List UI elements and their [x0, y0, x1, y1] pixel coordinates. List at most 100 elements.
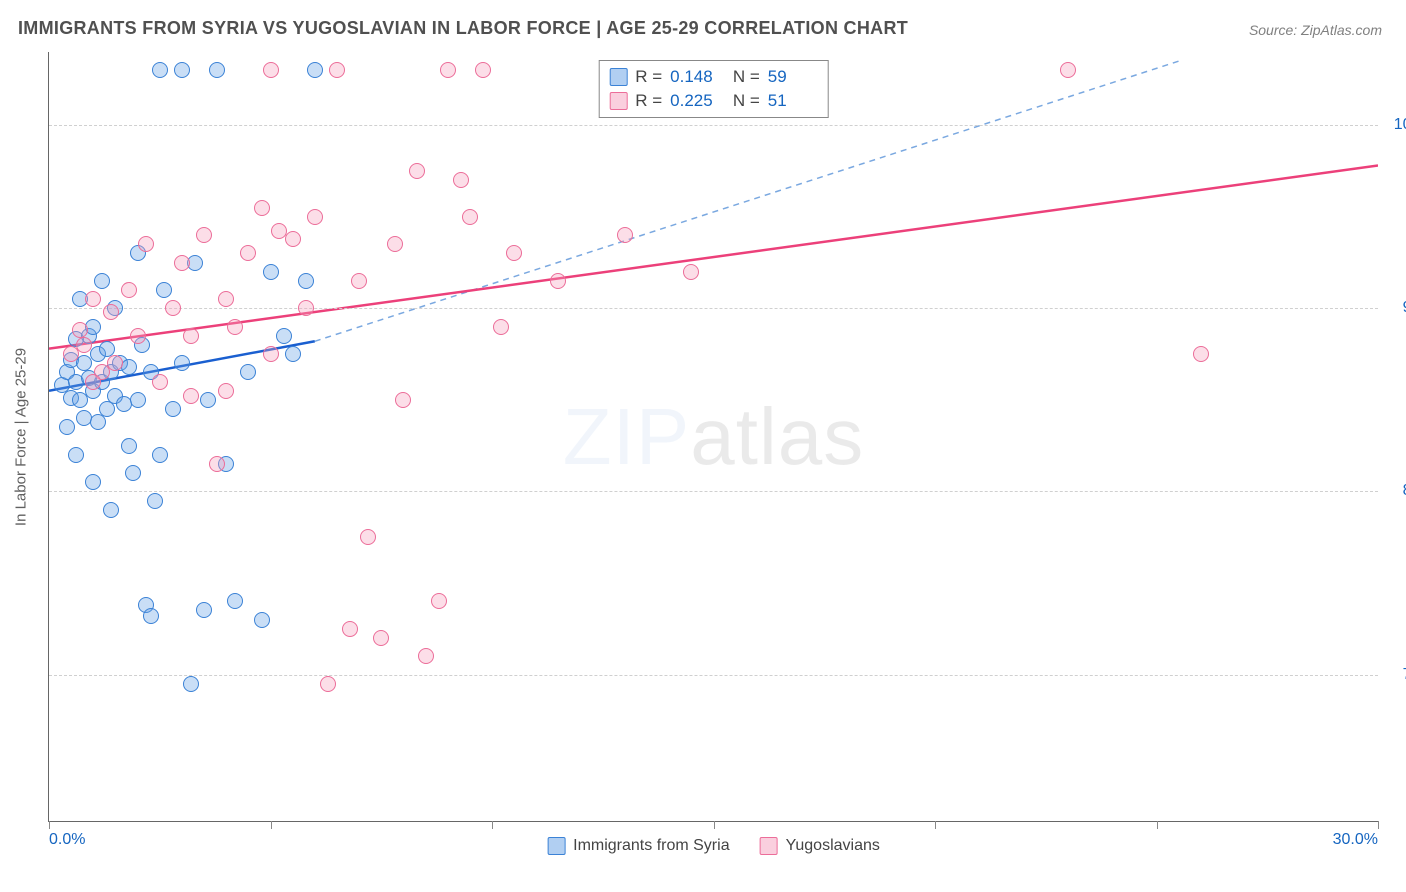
xtick-mark: [271, 821, 272, 829]
swatch-pink-icon: [760, 837, 778, 855]
data-point: [298, 300, 314, 316]
data-point: [138, 236, 154, 252]
legend-item-yugo: Yugoslavians: [760, 837, 880, 855]
n-label: N =: [728, 67, 760, 87]
data-point: [85, 474, 101, 490]
legend-label: Yugoslavians: [786, 837, 880, 855]
data-point: [152, 374, 168, 390]
xtick-mark: [1378, 821, 1379, 829]
data-point: [453, 172, 469, 188]
data-point: [130, 392, 146, 408]
data-point: [121, 282, 137, 298]
data-point: [240, 245, 256, 261]
data-point: [506, 245, 522, 261]
data-point: [227, 593, 243, 609]
data-point: [1060, 62, 1076, 78]
data-point: [254, 612, 270, 628]
n-value-syria: 59: [768, 67, 818, 87]
data-point: [387, 236, 403, 252]
grid-line-h: [49, 675, 1378, 676]
data-point: [218, 291, 234, 307]
xtick-mark: [1157, 821, 1158, 829]
r-value-yugo: 0.225: [670, 91, 720, 111]
data-point: [183, 388, 199, 404]
data-point: [683, 264, 699, 280]
data-point: [121, 438, 137, 454]
data-point: [183, 676, 199, 692]
bottom-legend: Immigrants from Syria Yugoslavians: [547, 837, 880, 855]
data-point: [298, 273, 314, 289]
data-point: [209, 62, 225, 78]
data-point: [440, 62, 456, 78]
data-point: [85, 319, 101, 335]
data-point: [409, 163, 425, 179]
data-point: [103, 304, 119, 320]
data-point: [360, 529, 376, 545]
data-point: [263, 62, 279, 78]
data-point: [475, 62, 491, 78]
data-point: [240, 364, 256, 380]
data-point: [227, 319, 243, 335]
legend-item-syria: Immigrants from Syria: [547, 837, 729, 855]
legend-label: Immigrants from Syria: [573, 837, 729, 855]
grid-line-h: [49, 125, 1378, 126]
r-label: R =: [635, 67, 662, 87]
data-point: [103, 502, 119, 518]
chart-title: IMMIGRANTS FROM SYRIA VS YUGOSLAVIAN IN …: [18, 18, 908, 39]
xtick-mark: [49, 821, 50, 829]
data-point: [431, 593, 447, 609]
watermark: ZIPatlas: [563, 391, 864, 483]
data-point: [276, 328, 292, 344]
ytick-label: 90.0%: [1388, 299, 1406, 317]
source-label: Source: ZipAtlas.com: [1249, 22, 1382, 38]
data-point: [125, 465, 141, 481]
swatch-blue-icon: [547, 837, 565, 855]
data-point: [121, 359, 137, 375]
n-value-yugo: 51: [768, 91, 818, 111]
ytick-label: 80.0%: [1388, 482, 1406, 500]
data-point: [373, 630, 389, 646]
xtick-label: 0.0%: [49, 831, 85, 849]
data-point: [493, 319, 509, 335]
data-point: [85, 374, 101, 390]
plot-area: In Labor Force | Age 25-29 ZIPatlas R = …: [48, 52, 1378, 822]
xtick-mark: [714, 821, 715, 829]
data-point: [156, 282, 172, 298]
r-value-syria: 0.148: [670, 67, 720, 87]
grid-line-h: [49, 491, 1378, 492]
data-point: [196, 602, 212, 618]
data-point: [143, 608, 159, 624]
stats-row-yugo: R = 0.225 N = 51: [609, 89, 818, 113]
xtick-label: 30.0%: [1333, 831, 1378, 849]
trend-lines: [49, 52, 1378, 821]
data-point: [395, 392, 411, 408]
data-point: [342, 621, 358, 637]
data-point: [285, 231, 301, 247]
data-point: [320, 676, 336, 692]
ytick-label: 70.0%: [1388, 666, 1406, 684]
data-point: [351, 273, 367, 289]
xtick-mark: [492, 821, 493, 829]
data-point: [59, 419, 75, 435]
data-point: [200, 392, 216, 408]
y-axis-label: In Labor Force | Age 25-29: [13, 347, 30, 525]
data-point: [285, 346, 301, 362]
swatch-pink-icon: [609, 92, 627, 110]
data-point: [263, 264, 279, 280]
data-point: [263, 346, 279, 362]
data-point: [99, 341, 115, 357]
data-point: [1193, 346, 1209, 362]
data-point: [329, 62, 345, 78]
data-point: [165, 401, 181, 417]
data-point: [68, 447, 84, 463]
data-point: [254, 200, 270, 216]
stats-legend: R = 0.148 N = 59 R = 0.225 N = 51: [598, 60, 829, 118]
grid-line-h: [49, 308, 1378, 309]
data-point: [462, 209, 478, 225]
data-point: [94, 273, 110, 289]
swatch-blue-icon: [609, 68, 627, 86]
ytick-label: 100.0%: [1388, 116, 1406, 134]
stats-row-syria: R = 0.148 N = 59: [609, 65, 818, 89]
data-point: [550, 273, 566, 289]
data-point: [174, 62, 190, 78]
